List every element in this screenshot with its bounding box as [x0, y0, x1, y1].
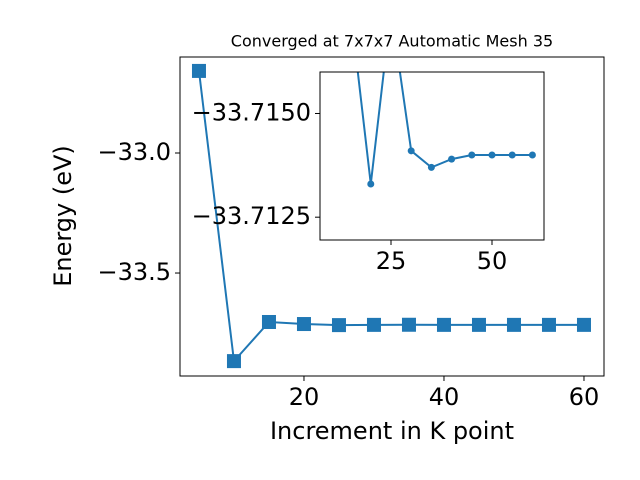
x-tick-label: 25: [376, 247, 407, 275]
marker: [427, 163, 435, 171]
plot-clip: [191, 63, 591, 369]
y-axis-label: Energy (eV): [49, 145, 77, 287]
marker: [471, 317, 486, 332]
marker: [331, 318, 346, 333]
marker: [261, 314, 276, 329]
x-tick-label: 50: [477, 247, 508, 275]
marker: [407, 147, 415, 155]
marker: [191, 63, 206, 78]
marker: [366, 317, 381, 332]
marker: [528, 151, 536, 159]
axes-frame: [319, 71, 545, 241]
marker: [541, 317, 556, 332]
plot-area: [320, 72, 544, 240]
plot-clip: [356, 72, 536, 188]
marker: [296, 317, 311, 332]
x-tick-label: 60: [569, 383, 600, 411]
marker: [448, 155, 456, 163]
y-tick-label: −33.5: [97, 258, 171, 286]
x-axis-label: Increment in K point: [270, 417, 514, 445]
series-line: [356, 72, 533, 185]
y-tick-label: −33.7125: [192, 202, 311, 230]
y-tick-label: −33.7150: [192, 98, 311, 126]
y-tick-label: −33.0: [97, 138, 171, 166]
marker: [508, 151, 516, 159]
marker: [401, 317, 416, 332]
axes-frame: [179, 56, 605, 377]
chart-title: Converged at 7x7x7 Automatic Mesh 35: [231, 32, 553, 51]
marker: [367, 180, 375, 188]
marker: [576, 317, 591, 332]
x-tick-label: 40: [429, 383, 460, 411]
marker: [436, 317, 451, 332]
marker: [488, 151, 496, 159]
marker: [226, 354, 241, 369]
marker: [506, 317, 521, 332]
marker: [468, 151, 476, 159]
x-tick-label: 20: [289, 383, 320, 411]
